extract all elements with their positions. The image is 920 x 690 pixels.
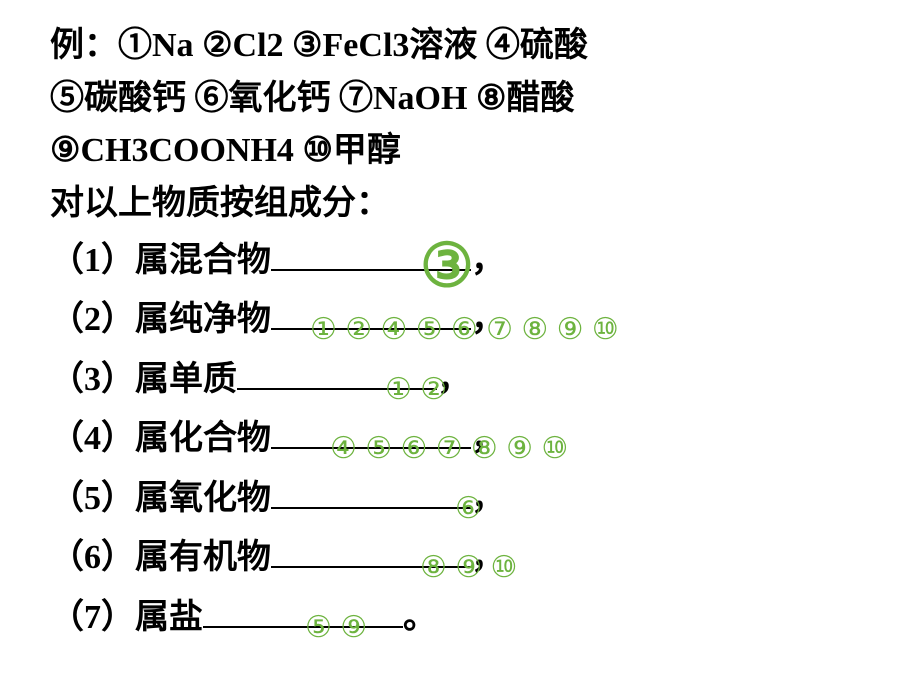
question-label: 属氧化物 [135, 480, 271, 517]
question-label: 属化合物 [135, 420, 271, 457]
substance-9: CH3COONH4 [80, 132, 293, 169]
question-number: （7） [50, 599, 135, 636]
question-label: 属有机物 [135, 539, 271, 576]
question-number: （4） [50, 420, 135, 457]
answer-blank [271, 471, 471, 508]
question-number: （5） [50, 480, 135, 517]
text: 例：① [50, 27, 152, 64]
substance-2: Cl2 [233, 27, 284, 64]
question-row: （6）属有机物，⑧ ⑨ ⑩ [50, 528, 870, 588]
text: ⑤碳酸钙 ⑥氧化钙 ⑦ [50, 80, 373, 117]
question-label: 属纯净物 [135, 301, 271, 338]
text: ⑧醋酸 [467, 80, 574, 117]
answer-text: ⑤ ⑨ [305, 602, 367, 655]
example-line-2: ⑤碳酸钙 ⑥氧化钙 ⑦NaOH ⑧醋酸 [50, 73, 870, 126]
question-row: （7）属盐。⑤ ⑨ [50, 588, 870, 648]
text: ⑩甲醇 [294, 132, 401, 169]
punctuation: 。 [403, 599, 437, 636]
question-row: （5）属氧化物，⑥ [50, 469, 870, 529]
punctuation: ， [471, 242, 505, 279]
question-number: （2） [50, 301, 135, 338]
answer-blank [203, 590, 403, 627]
question-row: （4）属化合物，④ ⑤ ⑥ ⑦ ⑧ ⑨ ⑩ [50, 409, 870, 469]
substance-7: NaOH [373, 80, 467, 117]
text: ② [194, 27, 233, 64]
question-row: （3）属单质，① ② [50, 350, 870, 410]
text: ③ [284, 27, 323, 64]
text: 溶液 ④硫酸 [409, 27, 588, 64]
text: 对以上物质按组成分： [50, 185, 390, 222]
questions-list: （1）属混合物，③（2）属纯净物，① ② ④ ⑤ ⑥ ⑦ ⑧ ⑨ ⑩（3）属单质… [50, 231, 870, 648]
question-row: （1）属混合物，③ [50, 231, 870, 291]
example-line-3: ⑨CH3COONH4 ⑩甲醇 [50, 125, 870, 178]
substance-3: FeCl3 [323, 27, 410, 64]
substance-1: Na [152, 27, 194, 64]
question-label: 属盐 [135, 599, 203, 636]
question-number: （6） [50, 539, 135, 576]
question-label: 属混合物 [135, 242, 271, 279]
question-label: 属单质 [135, 361, 237, 398]
text: ⑨ [50, 132, 80, 169]
example-line-1: 例：①Na ②Cl2 ③FeCl3溶液 ④硫酸 [50, 20, 870, 73]
question-number: （3） [50, 361, 135, 398]
document-content: 例：①Na ②Cl2 ③FeCl3溶液 ④硫酸 ⑤碳酸钙 ⑥氧化钙 ⑦NaOH … [50, 20, 870, 647]
question-number: （1） [50, 242, 135, 279]
question-row: （2）属纯净物，① ② ④ ⑤ ⑥ ⑦ ⑧ ⑨ ⑩ [50, 290, 870, 350]
